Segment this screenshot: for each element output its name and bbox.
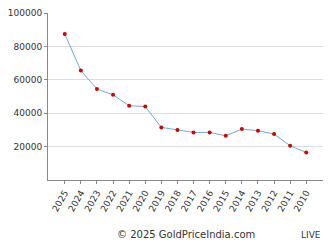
svg-text:80000: 80000 bbox=[14, 42, 43, 52]
svg-text:2023: 2023 bbox=[82, 189, 102, 214]
svg-text:2010: 2010 bbox=[292, 188, 312, 213]
svg-text:2025: 2025 bbox=[50, 189, 70, 214]
svg-text:40000: 40000 bbox=[14, 108, 43, 118]
svg-text:2017: 2017 bbox=[179, 189, 199, 214]
svg-text:20000: 20000 bbox=[14, 142, 43, 152]
svg-text:100000: 100000 bbox=[8, 8, 43, 18]
svg-text:2018: 2018 bbox=[163, 188, 183, 213]
svg-text:2016: 2016 bbox=[195, 188, 215, 213]
svg-text:2015: 2015 bbox=[211, 189, 231, 214]
svg-text:2012: 2012 bbox=[260, 189, 280, 214]
svg-text:2021: 2021 bbox=[115, 189, 135, 214]
svg-text:2024: 2024 bbox=[66, 188, 86, 213]
svg-text:2022: 2022 bbox=[99, 189, 119, 214]
svg-text:60000: 60000 bbox=[14, 75, 43, 85]
svg-text:© 2025 GoldPriceIndia.com: © 2025 GoldPriceIndia.com bbox=[117, 229, 255, 240]
svg-text:2014: 2014 bbox=[227, 188, 247, 213]
svg-text:LIVE: LIVE bbox=[301, 230, 321, 240]
svg-text:2013: 2013 bbox=[243, 189, 263, 214]
svg-text:2020: 2020 bbox=[131, 188, 151, 213]
svg-text:2019: 2019 bbox=[147, 188, 167, 213]
svg-text:2011: 2011 bbox=[276, 189, 296, 214]
